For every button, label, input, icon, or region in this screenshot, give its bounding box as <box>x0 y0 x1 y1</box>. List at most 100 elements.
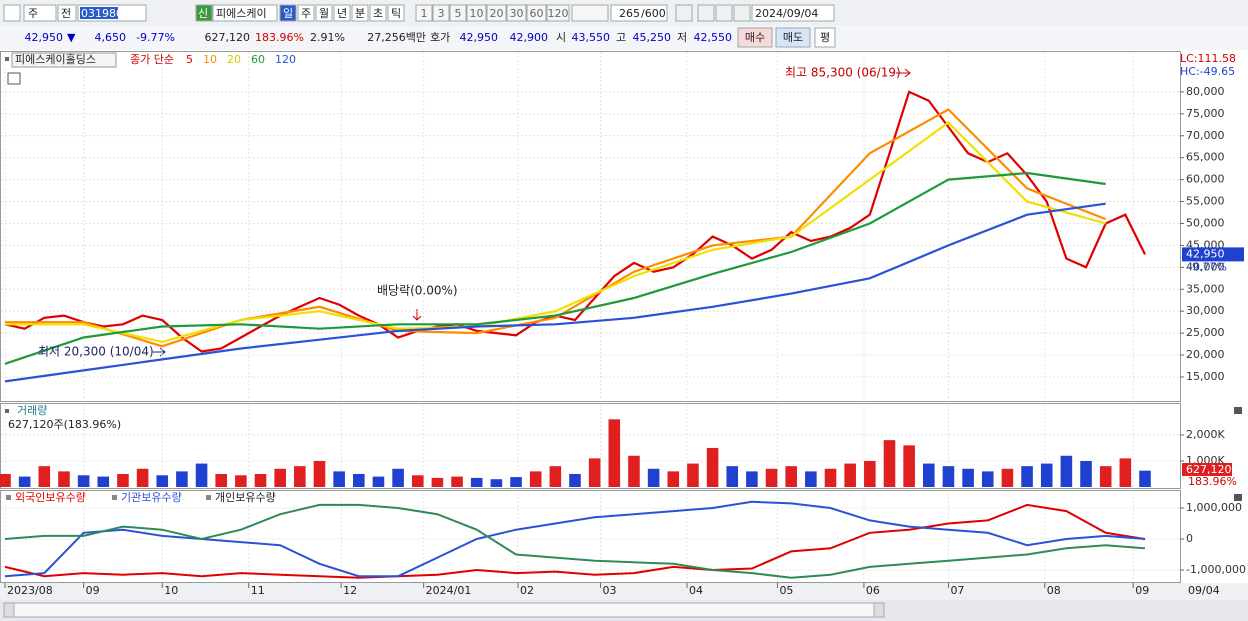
y-tick-label: 1,000,000 <box>1186 501 1242 514</box>
quote-change: 4,650 <box>95 31 127 44</box>
y-tick-label: 15,000 <box>1186 370 1225 383</box>
label: 30 <box>510 7 524 20</box>
volume-bar <box>549 466 562 487</box>
quote-bid: 42,900 <box>510 31 549 44</box>
button[interactable] <box>737 27 773 48</box>
tool-icon[interactable] <box>675 4 693 22</box>
series-line <box>5 108 1107 348</box>
button[interactable] <box>432 4 450 22</box>
selection <box>80 7 118 19</box>
quote-avg: 평 <box>820 31 830 44</box>
label: 031980 <box>81 7 123 20</box>
annotation: 배당락(0.00%) <box>377 284 458 298</box>
volume-bar <box>962 468 974 487</box>
quote-bg <box>0 26 1248 50</box>
volume-bar <box>392 468 404 487</box>
label: 전 <box>61 7 71 20</box>
button[interactable] <box>333 4 351 22</box>
volume-bar <box>372 476 385 487</box>
button[interactable] <box>195 4 213 22</box>
last-volume: 627,120 <box>1186 463 1232 476</box>
legend-marker <box>5 57 9 61</box>
y-tick-label: 70,000 <box>1186 129 1225 142</box>
volume-bar <box>274 468 286 487</box>
volume-bar <box>746 471 758 487</box>
quote-amount: 27,256백만 <box>367 31 426 44</box>
volume-bar <box>1119 458 1132 487</box>
y-tick-label: 40,000 <box>1186 260 1225 273</box>
button[interactable] <box>610 4 668 22</box>
button[interactable] <box>23 4 57 22</box>
legend-marker <box>112 495 117 500</box>
volume-bar <box>785 466 798 487</box>
button[interactable] <box>387 4 405 22</box>
volume-bar <box>922 463 935 487</box>
x-tick-label: 10 <box>164 584 178 597</box>
y-tick-label: 2,000K <box>1186 428 1225 441</box>
panel-close[interactable] <box>1234 494 1242 501</box>
button[interactable] <box>351 4 369 22</box>
button[interactable] <box>449 4 467 22</box>
tool-icon[interactable] <box>697 4 715 22</box>
button[interactable] <box>506 4 527 22</box>
button[interactable] <box>775 27 811 48</box>
legend-entry: 외국인보유수량 <box>15 491 86 504</box>
calc-icon[interactable] <box>7 72 21 85</box>
volume-bar <box>844 463 856 487</box>
volume-bar <box>647 468 660 487</box>
panel-title: 거래량 <box>17 404 47 417</box>
button[interactable] <box>466 4 487 22</box>
label: 60 <box>530 7 544 20</box>
label: 주 <box>301 7 311 20</box>
investor-panel <box>0 490 1181 583</box>
label: 분 <box>355 7 365 20</box>
volume-bar <box>254 473 267 487</box>
scroll-right[interactable] <box>873 602 885 618</box>
volume-bar <box>510 477 522 487</box>
button[interactable] <box>297 4 315 22</box>
panel-close[interactable] <box>1234 407 1242 414</box>
y-tick-label: 55,000 <box>1186 195 1225 208</box>
volume-bar <box>18 476 31 487</box>
volume-bar <box>470 477 483 487</box>
volume-bar <box>687 463 699 487</box>
volume-bar <box>156 475 169 487</box>
volume-bar <box>608 419 621 487</box>
volume-bar <box>58 471 70 487</box>
button[interactable] <box>369 4 387 22</box>
volume-bar <box>490 479 503 487</box>
button[interactable] <box>57 4 77 22</box>
volume-bar <box>176 471 188 487</box>
button[interactable] <box>571 4 609 22</box>
quote-high-label: 고 <box>616 31 626 44</box>
series-line <box>4 503 1146 579</box>
label: /600 <box>641 7 666 20</box>
volume-bar <box>195 463 208 487</box>
tool-icon[interactable] <box>715 4 733 22</box>
button[interactable] <box>212 4 278 22</box>
button[interactable] <box>526 4 547 22</box>
x-tick-label: 2023/08 <box>7 584 53 597</box>
series-line <box>4 90 1146 353</box>
quote-low-label: 저 <box>677 31 687 44</box>
menu-button[interactable] <box>3 4 21 22</box>
button[interactable] <box>279 4 297 22</box>
button[interactable] <box>415 4 433 22</box>
quote-price: 42,950 <box>25 31 64 44</box>
button[interactable] <box>751 4 835 22</box>
legend-marker <box>5 409 9 413</box>
button[interactable] <box>486 4 507 22</box>
scroll-left[interactable] <box>3 602 15 618</box>
button[interactable] <box>315 4 333 22</box>
scroll-track[interactable] <box>13 602 875 618</box>
tool-icon[interactable] <box>733 4 751 22</box>
annotation: 최저 20,300 (10/04) <box>38 345 154 359</box>
x-tick-label: 02 <box>520 584 534 597</box>
quote-volume-pct: 183.96% <box>255 31 304 44</box>
legend-marker <box>6 495 11 500</box>
legend-title: 피에스케이홀딩스 <box>15 53 96 66</box>
button[interactable] <box>814 27 836 48</box>
button[interactable] <box>546 4 570 22</box>
volume-bar <box>864 460 876 487</box>
